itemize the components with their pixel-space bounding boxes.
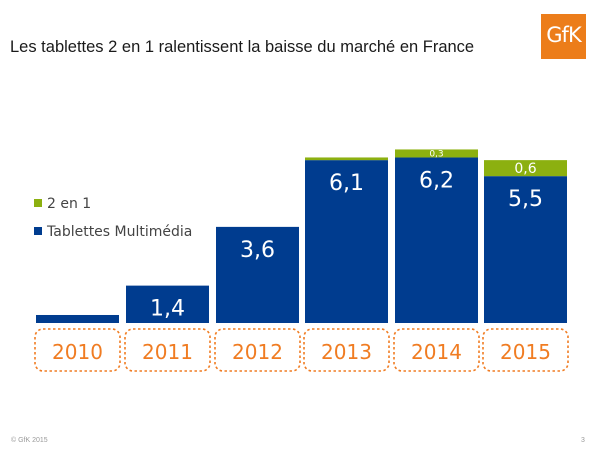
x-tick-label-2015: 2015 bbox=[500, 340, 551, 364]
bar-tablettes-2014 bbox=[395, 157, 478, 323]
logo-text: GfK bbox=[546, 23, 581, 47]
bar-2en1-2014 bbox=[395, 149, 478, 158]
page-number: 3 bbox=[581, 437, 585, 444]
x-tick-label-2013: 2013 bbox=[321, 340, 372, 364]
bar-tablettes-2015 bbox=[484, 176, 567, 323]
chart-title: Les tablettes 2 en 1 ralentissent la bai… bbox=[10, 38, 475, 56]
x-tick-label-2014: 2014 bbox=[411, 340, 462, 364]
gfk-logo: GfK bbox=[541, 14, 586, 59]
bar-2en1-2013 bbox=[305, 157, 388, 161]
legend-swatch-tablettes bbox=[34, 227, 42, 235]
bar-tablettes-2010 bbox=[36, 314, 119, 323]
x-tick-label-2010: 2010 bbox=[52, 340, 103, 364]
bar-tablettes-2011 bbox=[126, 285, 209, 323]
data-label-tablettes-2013: 6,1 bbox=[329, 171, 364, 196]
bar-tablettes-2012 bbox=[216, 226, 299, 323]
x-tick-label-2011: 2011 bbox=[142, 340, 193, 364]
bar-tablettes-2013 bbox=[305, 160, 388, 323]
legend-label-2en1: 2 en 1 bbox=[47, 196, 91, 212]
x-tick-label-2012: 2012 bbox=[232, 340, 283, 364]
copyright-footer: © GfK 2015 bbox=[11, 437, 48, 444]
legend-swatch-2en1 bbox=[34, 199, 42, 207]
legend-label-tablettes: Tablettes Multimédia bbox=[46, 224, 192, 240]
data-label-tablettes-2014: 6,2 bbox=[419, 168, 454, 193]
data-label-tablettes-2012: 3,6 bbox=[240, 238, 275, 263]
bar-2en1-2015 bbox=[484, 160, 567, 177]
data-label-2en1-2014: 0,3 bbox=[429, 150, 443, 160]
data-label-2en1-2015: 0,6 bbox=[514, 161, 536, 177]
data-label-tablettes-2011: 1,4 bbox=[150, 297, 185, 322]
data-label-tablettes-2015: 5,5 bbox=[508, 187, 543, 212]
